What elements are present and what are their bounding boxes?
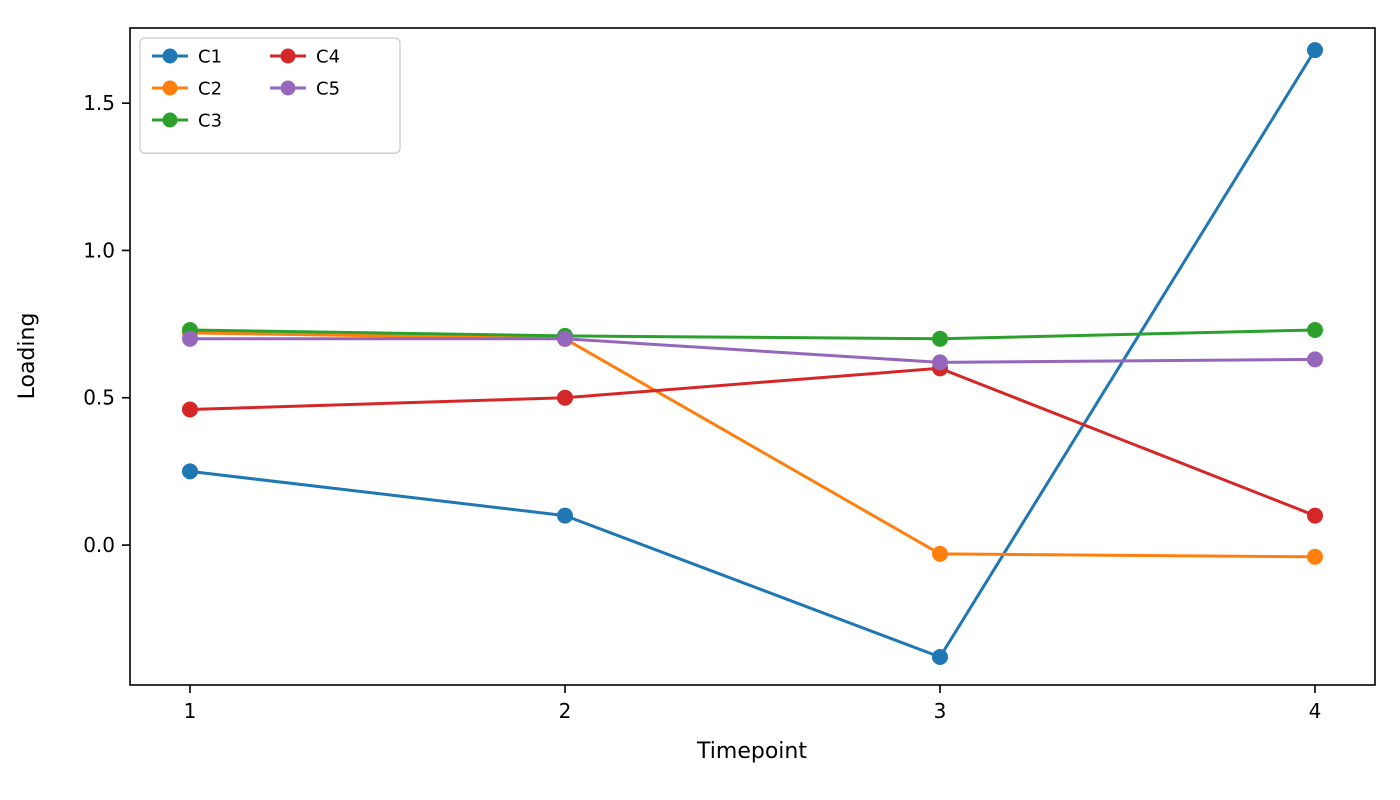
- axes-frame: [129, 27, 1376, 686]
- legend-marker-C4: [280, 48, 296, 64]
- series-marker-C3: [932, 330, 948, 347]
- series-C5: [182, 330, 1323, 371]
- series-line-C3: [188, 328, 1317, 341]
- series-line-C2: [188, 331, 1317, 559]
- series-marker-C4: [182, 401, 198, 418]
- series-marker-C2: [932, 545, 948, 562]
- legend-label-C4: C4: [316, 46, 340, 67]
- legend-label-C1: C1: [198, 46, 222, 67]
- plot-area: 1 2 3 4 0.0 0.5 1.0 1.5 C1 C2 C3 C4 C5: [83, 27, 1376, 723]
- legend-item-C5: C5: [270, 78, 340, 99]
- legend-box: [139, 37, 401, 154]
- series-marker-C1: [932, 649, 948, 665]
- series-marker-C1: [182, 463, 198, 480]
- x-tick-label: 3: [934, 699, 947, 723]
- x-tick-label: 2: [559, 699, 572, 723]
- series-marker-C5: [182, 330, 198, 347]
- series-marker-C4: [1307, 507, 1323, 524]
- series-marker-C5: [557, 330, 573, 347]
- series-C4: [182, 360, 1323, 524]
- series-line-C1: [188, 48, 1317, 659]
- series-marker-C1: [557, 507, 573, 524]
- legend-item-C4: C4: [270, 46, 340, 67]
- legend-marker-C3: [162, 112, 178, 128]
- y-tick-label: 0.0: [83, 533, 115, 557]
- series-marker-C4: [557, 389, 573, 406]
- legend-label-C3: C3: [198, 110, 222, 131]
- legend-marker-C5: [280, 80, 296, 96]
- legend-item-C2: C2: [152, 78, 222, 99]
- legend-item-C1: C1: [152, 46, 222, 67]
- legend-label-C5: C5: [316, 78, 340, 99]
- series-line-C5: [188, 337, 1317, 364]
- legend-label-C2: C2: [198, 78, 222, 99]
- legend-marker-C2: [162, 80, 178, 96]
- series-C1: [182, 42, 1323, 665]
- y-tick-label: 1.5: [83, 91, 115, 115]
- y-tick-label: 0.5: [83, 386, 115, 410]
- legend-item-C3: C3: [152, 110, 222, 131]
- x-axis-label: Timepoint: [696, 739, 807, 764]
- series-marker-C3: [1307, 322, 1323, 338]
- x-tick-label: 4: [1309, 699, 1322, 723]
- x-tick-label: 1: [184, 699, 197, 723]
- y-axis-label: Loading: [15, 313, 40, 400]
- legend: C1 C2 C3 C4 C5: [139, 37, 401, 154]
- legend-marker-C1: [162, 48, 178, 64]
- y-tick-label: 1.0: [83, 238, 115, 262]
- series-line-C4: [188, 366, 1317, 518]
- series-marker-C5: [1307, 351, 1323, 368]
- series-marker-C5: [932, 354, 948, 371]
- series-marker-C2: [1307, 548, 1323, 565]
- series-marker-C1: [1307, 42, 1323, 59]
